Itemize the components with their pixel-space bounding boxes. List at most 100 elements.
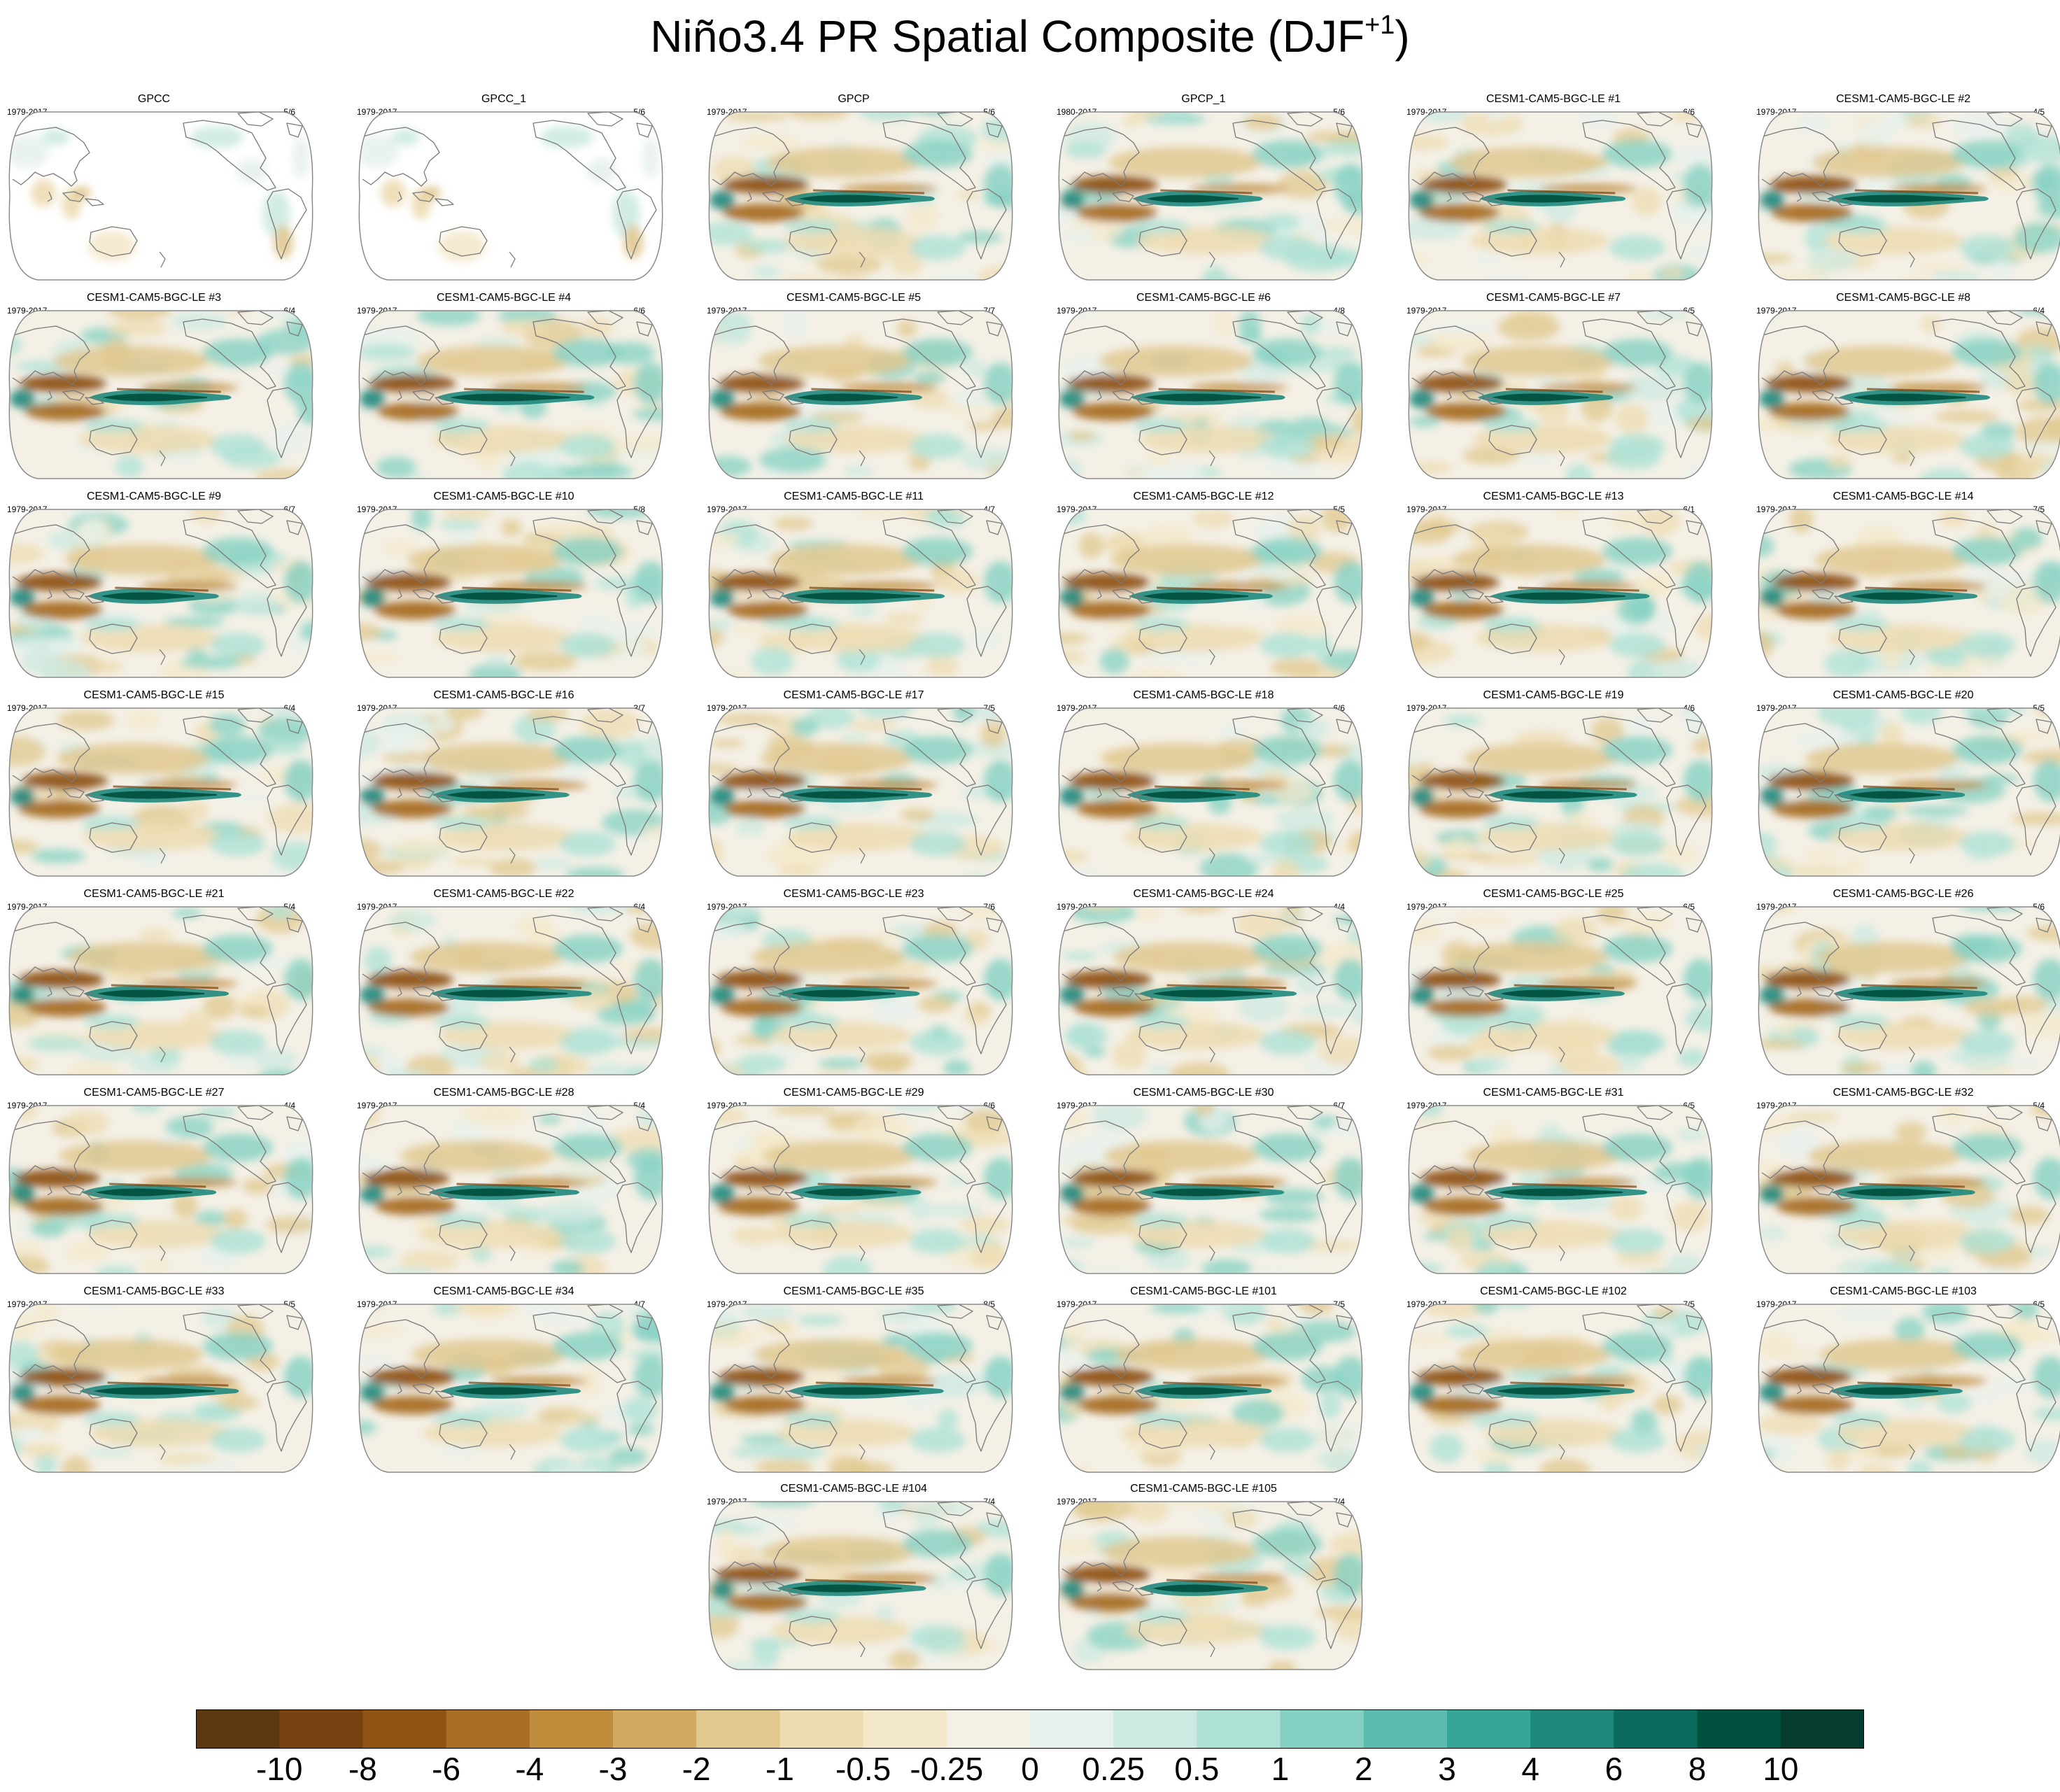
coastlines: [1410, 311, 1707, 467]
map-panel: CESM1-CAM5-BGC-LE #102 1979-2017 7/5: [1399, 1285, 1713, 1474]
coastlines: [1410, 708, 1707, 864]
panel-event-count: 5/6: [2033, 902, 2045, 912]
map-panel: CESM1-CAM5-BGC-LE #14 1979-2017 7/5: [1749, 490, 2060, 679]
map-outline: [708, 509, 1013, 678]
colorbar-tick-label: 3: [1438, 1751, 1456, 1787]
map-figure: [1408, 509, 1713, 678]
panel-event-count: 6/4: [633, 902, 645, 912]
panel-title: CESM1-CAM5-BGC-LE #25: [1483, 888, 1624, 900]
coastlines: [10, 1304, 307, 1460]
panel-years: 1979-2017: [1756, 902, 1797, 912]
map-figure: [358, 906, 663, 1075]
map-figure: [358, 111, 663, 281]
panel-event-count: 7/6: [983, 902, 995, 912]
map-figure: [8, 1105, 313, 1274]
panel-title: CESM1-CAM5-BGC-LE #15: [83, 689, 225, 701]
panel-years: 1979-2017: [357, 306, 397, 316]
map-field: [1409, 1106, 1712, 1274]
coastlines: [1410, 907, 1707, 1063]
map-outline: [358, 111, 663, 281]
map-panel: CESM1-CAM5-BGC-LE #28 1979-2017 5/4: [350, 1086, 663, 1275]
panel-title: CESM1-CAM5-BGC-LE #8: [1835, 292, 1971, 304]
map-outline: [8, 1304, 313, 1473]
map-field: [1059, 509, 1362, 677]
colorbar-tick-label: -3: [598, 1751, 628, 1787]
map-figure: [1758, 509, 2060, 678]
panel-years: 1979-2017: [707, 1101, 747, 1110]
coastlines: [1760, 708, 2057, 864]
map-field: [709, 1502, 1013, 1670]
map-figure: [708, 1304, 1013, 1473]
panel-years: 1979-2017: [1057, 505, 1097, 514]
map-outline: [8, 111, 313, 281]
coastlines: [1060, 112, 1357, 268]
panel-title: CESM1-CAM5-BGC-LE #28: [433, 1087, 574, 1099]
panel-event-count: 5/4: [633, 1101, 645, 1110]
map-outline: [1058, 310, 1363, 479]
panel-event-count: 7/5: [983, 703, 995, 713]
map-field: [9, 311, 313, 479]
map-field: [1409, 112, 1712, 280]
map-outline: [8, 906, 313, 1075]
panel-title: CESM1-CAM5-BGC-LE #1: [1486, 93, 1621, 105]
map-panel: CESM1-CAM5-BGC-LE #11 1979-2017 4/7: [700, 490, 1013, 679]
panel-event-count: 6/6: [633, 306, 645, 316]
map-field: [1409, 907, 1712, 1075]
panel-title: CESM1-CAM5-BGC-LE #29: [783, 1087, 924, 1099]
coastlines: [10, 112, 307, 268]
map-figure: [1058, 707, 1363, 877]
map-field: [1059, 112, 1362, 280]
map-outline: [1058, 111, 1363, 281]
coastlines: [710, 907, 1007, 1063]
panel-event-count: 3/7: [633, 703, 645, 713]
panel-title: CESM1-CAM5-BGC-LE #31: [1483, 1087, 1624, 1099]
map-field: [1758, 907, 2060, 1075]
colorbar-tick-label: 4: [1521, 1751, 1539, 1787]
panel-years: 1979-2017: [707, 306, 747, 316]
map-figure: [708, 1105, 1013, 1274]
map-outline: [8, 310, 313, 479]
panel-years: 1979-2017: [1406, 107, 1447, 117]
map-field: [1409, 311, 1712, 479]
map-outline: [708, 707, 1013, 877]
panel-years: 1979-2017: [7, 306, 48, 316]
map-field: [359, 509, 663, 677]
map-outline: [708, 111, 1013, 281]
panel-event-count: 6/7: [1333, 1101, 1345, 1110]
coastlines: [1760, 907, 2057, 1063]
map-field: [9, 112, 313, 280]
coastlines: [1760, 311, 2057, 467]
panel-event-count: 6/5: [1683, 1101, 1695, 1110]
coastlines: [360, 708, 657, 864]
map-figure: [358, 509, 663, 678]
map-panel: CESM1-CAM5-BGC-LE #105 1979-2017 7/4: [1050, 1482, 1363, 1671]
map-panel: CESM1-CAM5-BGC-LE #22 1979-2017 6/4: [350, 887, 663, 1076]
map-figure: [358, 707, 663, 877]
panel-title: CESM1-CAM5-BGC-LE #6: [1136, 292, 1271, 304]
colorbar-tick-label: -8: [348, 1751, 377, 1787]
panel-title: CESM1-CAM5-BGC-LE #22: [433, 888, 574, 900]
coastlines: [1060, 1502, 1357, 1658]
colorbar-swatch: [446, 1709, 530, 1749]
panel-event-count: 4/6: [1683, 703, 1695, 713]
panel-title: CESM1-CAM5-BGC-LE #5: [786, 292, 922, 304]
coastlines: [710, 1502, 1007, 1658]
coastlines: [1410, 1304, 1707, 1460]
map-outline: [1758, 1304, 2060, 1473]
map-outline: [1758, 707, 2060, 877]
colorbar-swatch: [1197, 1709, 1281, 1749]
panel-title: CESM1-CAM5-BGC-LE #102: [1480, 1285, 1627, 1297]
map-outline: [358, 906, 663, 1075]
coastlines: [10, 708, 307, 864]
colorbar-tick-label: -10: [255, 1751, 303, 1787]
map-panel: CESM1-CAM5-BGC-LE #25 1979-2017 6/5: [1399, 887, 1713, 1076]
coastlines: [1760, 1106, 2057, 1262]
panel-event-count: 5/6: [983, 107, 995, 117]
panel-years: 1979-2017: [1406, 1101, 1447, 1110]
colorbar-swatch: [1113, 1709, 1197, 1749]
coastlines: [360, 509, 657, 665]
colorbar-tick-label: 8: [1688, 1751, 1707, 1787]
map-field: [359, 1106, 663, 1274]
map-figure: [1758, 707, 2060, 877]
